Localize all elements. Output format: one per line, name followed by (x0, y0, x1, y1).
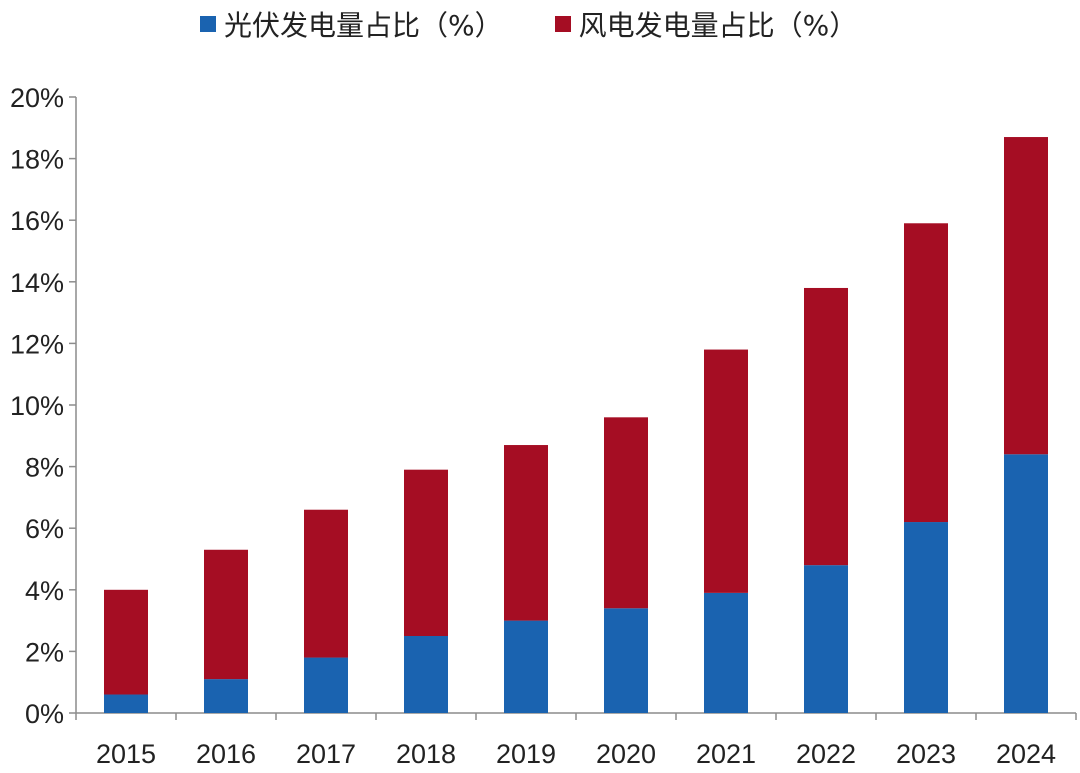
chart-legend: 光伏发电量占比（%） 风电发电量占比（%） (200, 4, 909, 44)
x-tick-label: 2019 (496, 739, 556, 769)
x-tick-label: 2021 (696, 739, 756, 769)
legend-label-solar: 光伏发电量占比（%） (224, 9, 503, 42)
legend-swatch-wind (554, 16, 571, 32)
bars (104, 137, 1048, 713)
x-tick-label: 2016 (196, 739, 256, 769)
bar-wind (304, 509, 348, 658)
bar-solar (604, 608, 648, 713)
legend-swatch-solar (200, 16, 216, 32)
x-tick-label: 2020 (596, 739, 656, 769)
bar-solar (504, 620, 548, 713)
y-tick-label: 6% (25, 514, 64, 544)
bar-solar (704, 592, 748, 713)
y-tick-label: 18% (10, 145, 64, 175)
bar-wind (804, 287, 848, 566)
legend-item-wind: 风电发电量占比（%） (554, 4, 858, 44)
y-tick-label: 2% (25, 637, 64, 667)
x-tick-label: 2022 (796, 739, 856, 769)
bar-wind (704, 349, 748, 593)
y-tick-label: 0% (25, 699, 64, 729)
x-tick-label: 2024 (996, 739, 1056, 769)
bar-wind (104, 589, 148, 695)
y-tick-label: 8% (25, 453, 64, 483)
bar-solar (204, 679, 248, 713)
bar-wind (1004, 137, 1048, 455)
bar-solar (804, 565, 848, 713)
bar-solar (904, 522, 948, 713)
y-tick-label: 10% (10, 391, 64, 421)
bar-wind (604, 417, 648, 609)
bar-wind (504, 445, 548, 621)
legend-label-wind: 风电发电量占比（%） (578, 9, 858, 42)
y-axis: 0% 2% 4% 6% 8% 10% 12% 14% 16% 18% 20% (10, 83, 77, 729)
x-tick-label: 2018 (396, 739, 456, 769)
bar-wind (404, 469, 448, 636)
x-tick-label: 2017 (296, 739, 356, 769)
bar-solar (304, 657, 348, 713)
x-tick-label: 2015 (96, 739, 156, 769)
x-axis: 2015 2016 2017 2018 2019 2020 2021 2022 2023 2024 (75, 712, 1077, 769)
bar-solar (404, 636, 448, 713)
bar-solar (104, 694, 148, 713)
y-tick-label: 14% (10, 268, 64, 298)
y-tick-label: 16% (10, 206, 64, 236)
legend-item-solar: 光伏发电量占比（%） (200, 4, 503, 44)
x-tick-label: 2023 (896, 739, 956, 769)
y-tick-label: 20% (10, 83, 64, 113)
y-tick-label: 12% (10, 329, 64, 359)
bar-wind (204, 549, 248, 680)
bar-solar (1004, 454, 1048, 713)
bar-wind (904, 223, 948, 523)
y-tick-label: 4% (25, 576, 64, 606)
